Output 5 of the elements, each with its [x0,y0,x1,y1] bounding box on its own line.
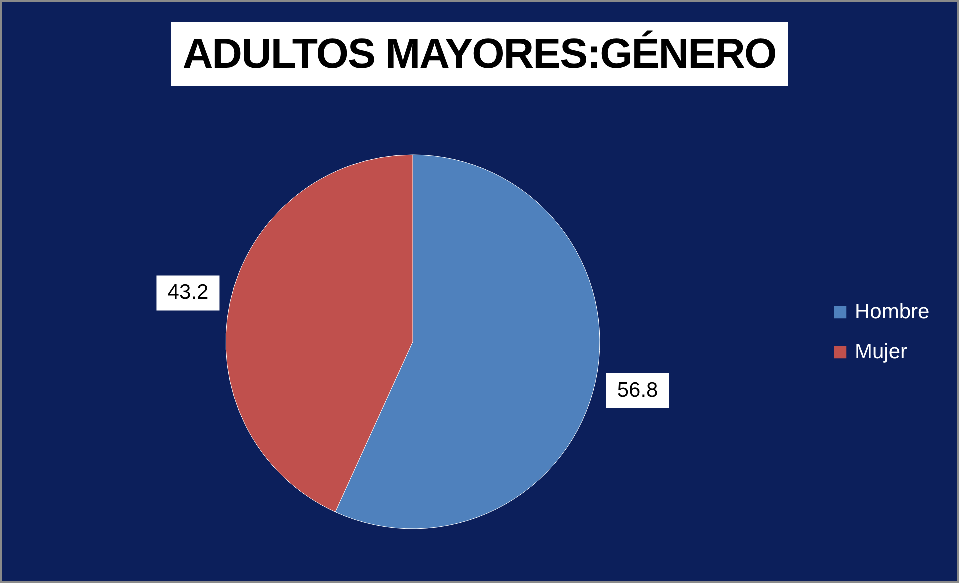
legend-label: Mujer [855,340,908,364]
data-label: 56.8 [617,378,658,402]
chart-title: ADULTOS MAYORES:GÉNERO [170,22,788,86]
data-label: 43.2 [168,281,209,304]
legend-label: Hombre [855,300,930,324]
